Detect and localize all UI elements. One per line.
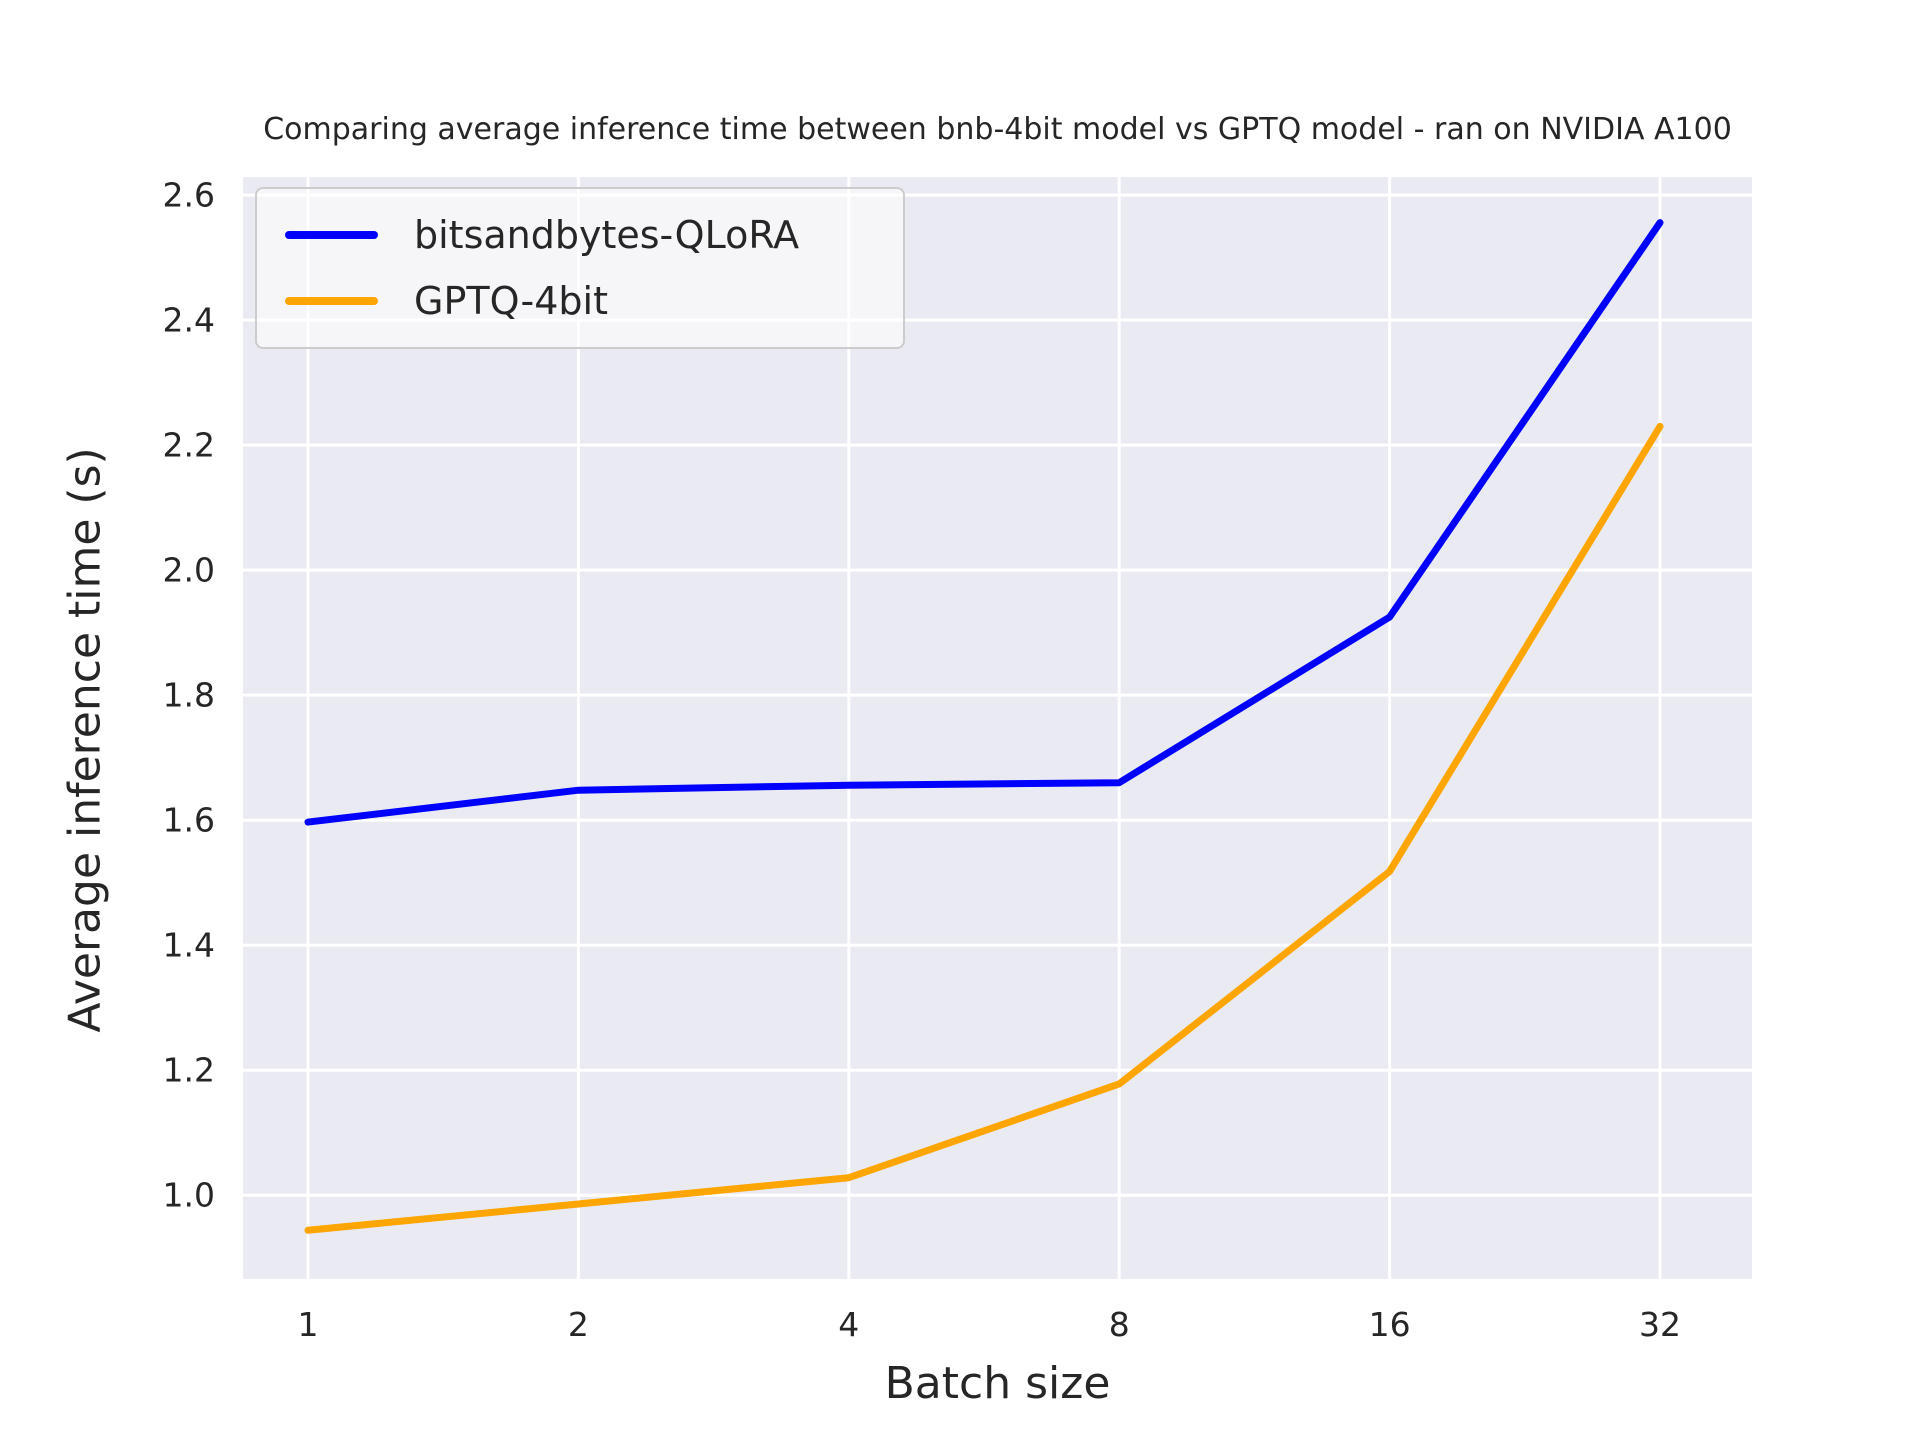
legend: bitsandbytes-QLoRA GPTQ-4bit bbox=[255, 187, 905, 349]
y-axis-label: Average inference time (s) bbox=[59, 447, 111, 1033]
x-tick-label: 8 bbox=[1108, 1305, 1130, 1344]
x-tick-label: 2 bbox=[567, 1305, 589, 1344]
x-tick-label: 16 bbox=[1368, 1305, 1411, 1344]
legend-entry: GPTQ-4bit bbox=[285, 279, 903, 323]
y-tick-label: 1.0 bbox=[162, 1175, 215, 1215]
y-tick-label: 1.8 bbox=[162, 675, 215, 715]
y-tick-label: 2.6 bbox=[162, 175, 215, 215]
plot-area bbox=[243, 177, 1752, 1279]
legend-line-swatch bbox=[285, 231, 378, 239]
x-tick-label: 1 bbox=[297, 1305, 319, 1344]
chart-title: Comparing average inference time between… bbox=[263, 112, 1732, 147]
y-tick-label: 2.0 bbox=[162, 550, 215, 590]
series-line-gptq-4bit bbox=[304, 422, 1664, 1234]
x-axis-label: Batch size bbox=[884, 1358, 1111, 1409]
legend-line-swatch bbox=[285, 297, 378, 305]
legend-entry: bitsandbytes-QLoRA bbox=[285, 213, 903, 257]
legend-label: GPTQ-4bit bbox=[414, 279, 609, 323]
legend-label: bitsandbytes-QLoRA bbox=[414, 213, 800, 257]
y-tick-label: 1.4 bbox=[162, 925, 215, 965]
y-tick-label: 1.2 bbox=[162, 1050, 215, 1090]
x-tick-label: 32 bbox=[1639, 1305, 1681, 1344]
series-line-bitsandbytes-qlora bbox=[304, 219, 1664, 826]
y-tick-label: 1.6 bbox=[162, 800, 215, 840]
x-tick-label: 4 bbox=[838, 1305, 860, 1344]
chart-canvas bbox=[243, 177, 1752, 1279]
y-tick-label: 2.2 bbox=[162, 425, 215, 465]
y-tick-label: 2.4 bbox=[162, 300, 215, 340]
